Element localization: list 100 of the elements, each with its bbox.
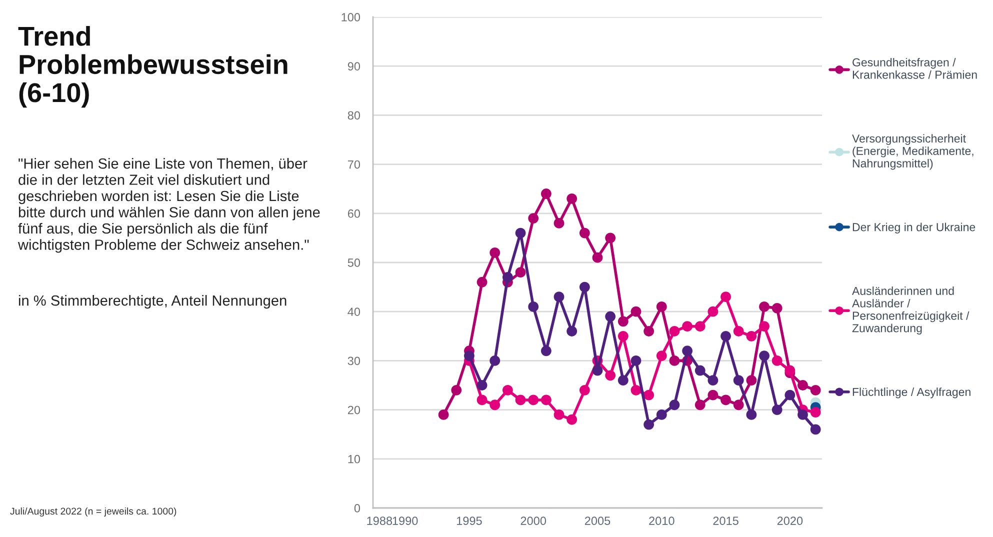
y-tick-label: 30 (348, 356, 360, 366)
point (618, 316, 628, 327)
y-tick-label: 100 (342, 13, 360, 22)
point (682, 346, 693, 356)
x-tick-label: 1988 (367, 516, 392, 526)
point (733, 375, 744, 386)
point (605, 311, 616, 322)
point (798, 410, 808, 420)
point (451, 384, 462, 396)
y-tick-label: 40 (348, 308, 360, 316)
y-tick-label: 10 (348, 454, 360, 464)
point (566, 414, 578, 425)
point (708, 375, 718, 386)
x-tick-label: 1990 (392, 516, 418, 526)
point (759, 301, 770, 312)
point (592, 252, 603, 263)
point (592, 365, 603, 376)
point (759, 321, 770, 332)
point (515, 228, 526, 238)
point (669, 355, 680, 366)
point (515, 394, 526, 406)
point (810, 407, 821, 418)
point (618, 375, 628, 386)
x-tick-label: 2020 (777, 516, 803, 526)
point (579, 228, 590, 238)
point (540, 188, 552, 199)
point (694, 321, 706, 332)
y-tick-label: 90 (348, 62, 360, 70)
text: "Hier sehen Sie eine Liste von Themen, über die in der letzten Zeit viel diskutiert und geschrieben worden ist: Lesen Sie die Liste bitte durch und wählen Sie dann von allen jene fünf aus, die Sie persönlich als die fünf wichtigsten Probleme der Schweiz ansehen." (18, 158, 320, 253)
point (502, 384, 513, 396)
legend-label: Gesundheitsfragen / Krankenkasse / Prämien (852, 58, 977, 79)
point (798, 380, 808, 390)
point (540, 394, 552, 406)
point (720, 330, 731, 342)
point (490, 355, 500, 366)
point (554, 218, 564, 228)
legend-label: Flüchtlinge / Asylfragen (852, 388, 970, 398)
point (605, 370, 616, 381)
point (720, 394, 731, 406)
point (669, 400, 680, 410)
point (708, 390, 718, 400)
point (784, 390, 796, 400)
point (490, 247, 500, 258)
x-tick-label: 2010 (649, 516, 674, 526)
y-tick-label: 20 (348, 406, 360, 414)
point (476, 276, 488, 288)
point (566, 193, 578, 204)
point (656, 301, 667, 312)
legend-label: Ausländerinnen und Ausländer / Personenfreizügigkeit / Zuwanderung (852, 286, 970, 335)
point (579, 282, 590, 292)
point (644, 326, 654, 336)
point (579, 384, 590, 396)
point (476, 394, 488, 406)
y-tick-label: 50 (348, 258, 360, 267)
y-tick-label: 70 (348, 160, 360, 169)
point (694, 400, 706, 410)
point (682, 321, 693, 332)
point (605, 232, 616, 244)
point (554, 410, 564, 420)
point (810, 384, 821, 396)
point (746, 330, 757, 342)
point (733, 326, 744, 336)
point (464, 350, 474, 361)
point (669, 326, 680, 336)
point (746, 375, 757, 386)
point (656, 410, 667, 420)
point (746, 410, 757, 420)
x-tick-label: 2000 (520, 516, 546, 526)
point (733, 400, 744, 410)
legend-label: Der Krieg in der Ukraine (852, 222, 976, 234)
x-tick-label: 2015 (713, 516, 738, 526)
point (630, 384, 642, 396)
point (630, 355, 642, 366)
point (772, 355, 782, 366)
x-tick-label: 1995 (456, 516, 482, 526)
point (528, 394, 539, 406)
point (554, 292, 564, 302)
point (502, 272, 513, 282)
point (772, 302, 782, 314)
point (618, 330, 628, 342)
point (528, 301, 539, 312)
point (644, 419, 654, 430)
text: Trend Problembewusstsein (6-10) (18, 26, 288, 108)
legend-label: Versorgungssicherheit (Energie, Medikamente, Nahrungsmittel) (852, 134, 974, 170)
point (476, 380, 488, 390)
point (759, 350, 770, 361)
point (694, 365, 706, 376)
point (540, 346, 552, 356)
y-tick-label: 60 (348, 209, 360, 218)
y-tick-label: 0 (354, 504, 360, 512)
point (784, 365, 796, 376)
text: Juli/August 2022 (n = jeweils ca. 1000) (10, 507, 176, 517)
point (528, 213, 539, 224)
point (644, 390, 654, 400)
point (656, 350, 667, 361)
point (438, 410, 449, 420)
point (630, 306, 642, 317)
x-tick-label: 2005 (584, 516, 610, 526)
point (490, 400, 500, 410)
point (708, 306, 718, 317)
